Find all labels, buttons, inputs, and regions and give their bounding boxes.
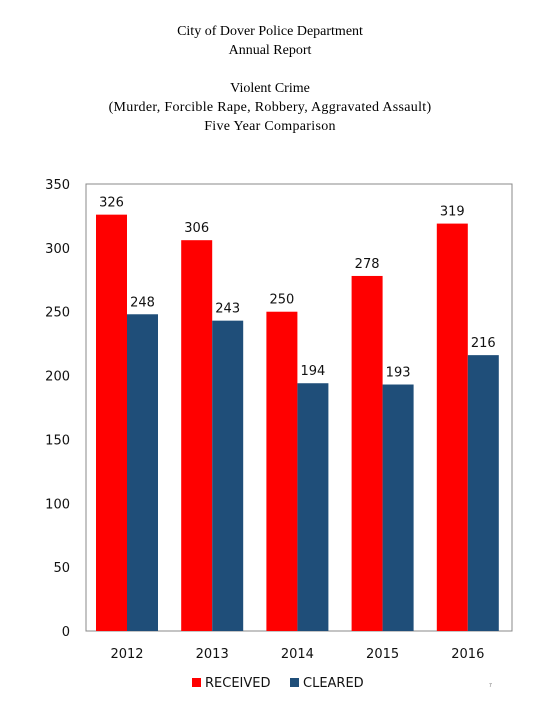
data-label: 248 [130, 295, 155, 310]
bar-received [96, 214, 127, 631]
bar-cleared [127, 314, 158, 631]
y-tick-label: 100 [45, 497, 70, 512]
data-label: 194 [300, 364, 325, 379]
data-label: 306 [184, 221, 209, 236]
y-tick-label: 350 [45, 178, 70, 193]
bar-cleared [297, 383, 329, 631]
data-label: 319 [440, 205, 465, 220]
data-label: 278 [355, 257, 380, 272]
x-tick-label: 2015 [366, 647, 399, 662]
data-label: 250 [269, 293, 294, 308]
bar-cleared [467, 355, 499, 631]
x-tick-label: 2014 [281, 647, 314, 662]
bar-received [351, 275, 383, 631]
y-tick-label: 250 [45, 306, 70, 321]
legend-swatch-cleared [290, 678, 299, 687]
y-tick-label: 300 [45, 242, 70, 257]
x-tick-label: 2016 [451, 647, 484, 662]
legend-swatch-received [192, 678, 201, 687]
data-label: 216 [471, 336, 496, 351]
chart-comparison: Five Year Comparison [204, 119, 336, 134]
department-name: City of Dover Police Department [177, 24, 363, 39]
data-label: 243 [215, 302, 240, 317]
bar-received [181, 240, 213, 632]
bar-received [266, 311, 298, 631]
y-tick-label: 50 [53, 561, 70, 576]
report-header: City of Dover Police Department Annual R… [0, 22, 540, 136]
bar-cleared [382, 384, 414, 631]
bar-received [436, 223, 468, 631]
chart-title: Violent Crime [230, 81, 310, 96]
x-tick-label: 2012 [110, 647, 143, 662]
chart-subtitle: (Murder, Forcible Rape, Robbery, Aggrava… [108, 100, 432, 115]
y-tick-label: 200 [45, 370, 70, 385]
data-label: 193 [386, 366, 411, 381]
y-tick-label: 150 [45, 433, 70, 448]
legend-label-cleared: CLEARED [303, 676, 364, 691]
y-tick-label: 0 [62, 625, 70, 640]
legend-label-received: RECEIVED [205, 676, 271, 691]
page-number: 7 [489, 683, 492, 689]
bar-cleared [212, 320, 244, 631]
x-tick-label: 2013 [196, 647, 229, 662]
data-label: 326 [99, 196, 124, 211]
report-name: Annual Report [228, 43, 312, 58]
